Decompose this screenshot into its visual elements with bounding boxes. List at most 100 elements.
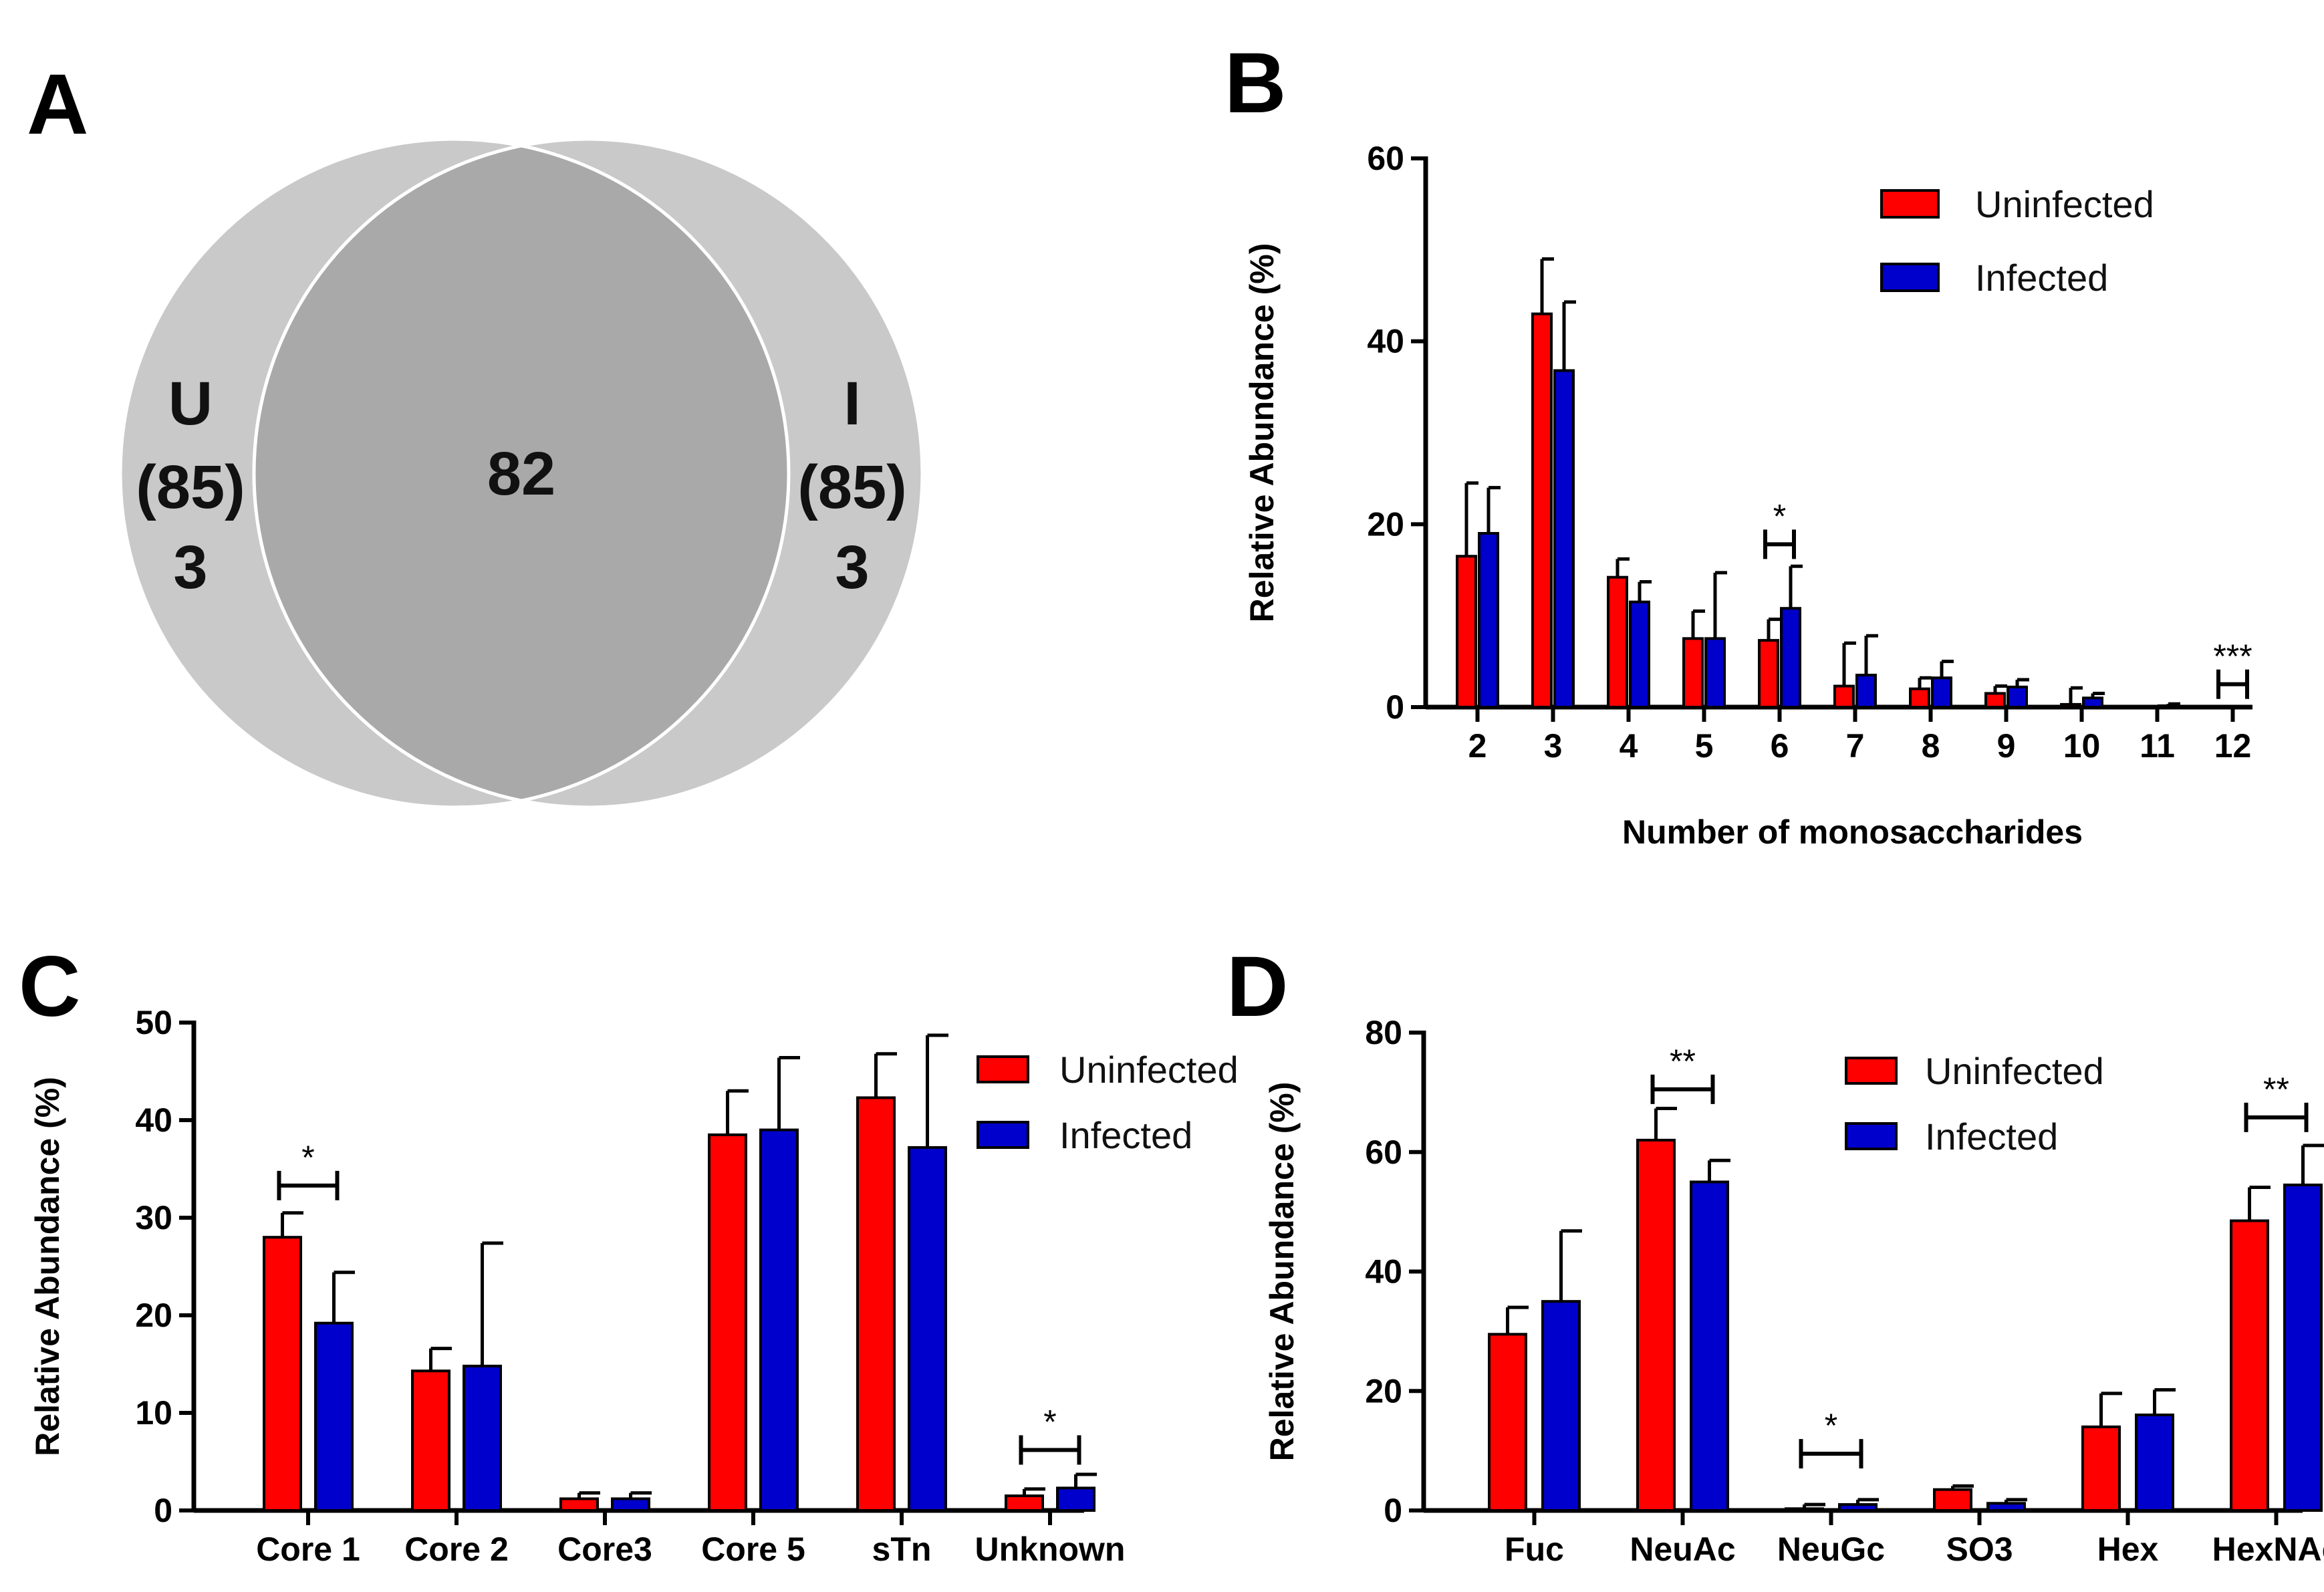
chart-d: 0 20 40 60 80 Relative Abundance (%) Fuc NeuAc N… bbox=[1263, 1014, 2324, 1568]
chart-b-y-tick-label: 40 bbox=[1367, 323, 1404, 360]
chart-b-bar-infected-9 bbox=[2007, 685, 2028, 708]
chart-b-bar-uninfected-5 bbox=[1682, 637, 1704, 708]
chart-c-legend-label-uninfected: Uninfected bbox=[1059, 1049, 1239, 1091]
chart-b-significance-label-12: *** bbox=[2213, 638, 2252, 675]
chart-d-legend-swatch-infected bbox=[1845, 1122, 1898, 1150]
chart-d-x-tick-label-neuac: NeuAc bbox=[1630, 1531, 1735, 1568]
chart-c-significance-bracket-core-1 bbox=[277, 1170, 340, 1200]
chart-b-bar-uninfected-2 bbox=[1456, 555, 1477, 708]
chart-b-y-axis-title: Relative Abundance (%) bbox=[1243, 243, 1281, 623]
venn-overlap-count: 82 bbox=[487, 440, 555, 508]
panel-letter-d: D bbox=[1226, 939, 1288, 1035]
chart-b-x-tick-label-9: 9 bbox=[1997, 727, 2016, 765]
chart-b-significance-bracket-6 bbox=[1763, 529, 1796, 559]
chart-d-bar-uninfected-so3 bbox=[1933, 1488, 1972, 1512]
chart-d-bar-uninfected-neugc bbox=[1785, 1507, 1824, 1512]
chart-b-bar-infected-3 bbox=[1553, 369, 1575, 708]
chart-d-significance-label-hexnac: ** bbox=[2263, 1071, 2289, 1108]
chart-d-bar-infected-fuc bbox=[1541, 1300, 1581, 1512]
venn-edge-uninfected bbox=[118, 137, 791, 809]
chart-b-significance-label-6: * bbox=[1773, 497, 1786, 535]
chart-b-x-tick-label-11: 11 bbox=[2140, 727, 2175, 765]
chart-b: 0 20 40 60 Relative Abundance (%) 2 3 4 5 6 7 8 9 10 1… bbox=[1243, 140, 2252, 851]
chart-b-legend-label-uninfected: Uninfected bbox=[1975, 183, 2154, 225]
chart-c-y-tick-label: 40 bbox=[135, 1101, 172, 1139]
chart-b-x-tick-label-5: 5 bbox=[1695, 727, 1714, 765]
chart-c-bar-uninfected-core3 bbox=[559, 1497, 599, 1512]
chart-b-bar-uninfected-6 bbox=[1758, 639, 1779, 709]
chart-d-legend-label-uninfected: Uninfected bbox=[1925, 1050, 2104, 1092]
chart-c-significance-label-unknown: * bbox=[1043, 1403, 1056, 1440]
chart-b-bar-infected-11 bbox=[2158, 704, 2179, 709]
panel-letter-a: A bbox=[27, 57, 88, 152]
chart-b-x-tick-label-12: 12 bbox=[2214, 727, 2252, 765]
chart-d-bar-infected-so3 bbox=[1986, 1502, 2026, 1512]
chart-d-y-axis-title: Relative Abundance (%) bbox=[1263, 1082, 1301, 1462]
chart-d-legend-label-infected: Infected bbox=[1925, 1115, 2058, 1158]
chart-c-bar-infected-stn bbox=[908, 1146, 947, 1512]
chart-c-bar-uninfected-stn bbox=[856, 1096, 896, 1512]
chart-b-bar-infected-5 bbox=[1704, 637, 1726, 708]
chart-d-x-tick-label-fuc: Fuc bbox=[1505, 1531, 1564, 1568]
chart-d-legend-swatch-uninfected bbox=[1845, 1057, 1898, 1085]
chart-d-y-tick-label: 80 bbox=[1365, 1014, 1402, 1051]
chart-c-bar-uninfected-unknown bbox=[1005, 1494, 1044, 1512]
chart-d-bar-uninfected-fuc bbox=[1488, 1333, 1527, 1512]
chart-d-bar-uninfected-hexnac bbox=[2230, 1219, 2269, 1512]
chart-b-y-tick-label: 20 bbox=[1367, 505, 1404, 543]
chart-c-bar-infected-core-2 bbox=[463, 1364, 502, 1512]
chart-c-x-tick-label-core3: Core3 bbox=[557, 1531, 652, 1568]
chart-b-bar-infected-10 bbox=[2082, 696, 2103, 708]
chart-d-x-tick-label-hex: Hex bbox=[2097, 1531, 2159, 1568]
chart-d-x-tick-label-so3: SO3 bbox=[1946, 1531, 2013, 1568]
chart-b-y-tick-label: 60 bbox=[1367, 140, 1404, 177]
chart-c-bar-uninfected-core-2 bbox=[411, 1369, 450, 1512]
chart-c-y-tick-label: 50 bbox=[135, 1004, 172, 1041]
chart-c-y-tick-label: 20 bbox=[135, 1297, 172, 1334]
chart-b-significance-bracket-12 bbox=[2216, 669, 2249, 699]
chart-b-bar-uninfected-3 bbox=[1531, 312, 1553, 709]
chart-c-legend-swatch-infected bbox=[977, 1121, 1029, 1149]
chart-d-significance-bracket-hexnac bbox=[2244, 1102, 2309, 1132]
chart-c-significance-bracket-unknown bbox=[1019, 1435, 1081, 1465]
chart-b-legend-swatch-infected bbox=[1880, 263, 1940, 292]
chart-c-legend-label-infected: Infected bbox=[1059, 1114, 1192, 1156]
chart-c-y-tick-label: 0 bbox=[154, 1492, 172, 1529]
chart-d-significance-label-neugc: * bbox=[1825, 1407, 1837, 1444]
chart-b-bar-infected-6 bbox=[1780, 607, 1801, 708]
chart-b-bar-infected-8 bbox=[1931, 676, 1952, 708]
chart-c-bar-infected-core-5 bbox=[759, 1128, 799, 1512]
venn-edge-infected bbox=[252, 137, 924, 809]
chart-c: 0 10 20 30 40 50 Relative Abundance (%) Core 1 C… bbox=[29, 1004, 1239, 1568]
chart-c-y-tick-label: 10 bbox=[135, 1394, 172, 1432]
chart-d-bar-infected-neuac bbox=[1690, 1180, 1729, 1512]
chart-b-bar-infected-2 bbox=[1478, 532, 1499, 708]
chart-c-significance-label-core-1: * bbox=[301, 1139, 314, 1176]
chart-b-x-tick-label-2: 2 bbox=[1468, 727, 1487, 765]
chart-d-y-tick-label: 60 bbox=[1365, 1134, 1402, 1171]
chart-b-x-tick-label-8: 8 bbox=[1922, 727, 1940, 765]
chart-d-bar-uninfected-neuac bbox=[1636, 1138, 1676, 1512]
chart-d-significance-bracket-neugc bbox=[1799, 1439, 1863, 1469]
chart-b-bar-uninfected-8 bbox=[1909, 687, 1930, 708]
chart-d-bar-infected-hexnac bbox=[2283, 1183, 2323, 1512]
chart-c-y-tick-label: 30 bbox=[135, 1199, 172, 1236]
chart-b-y-tick-label: 0 bbox=[1386, 688, 1404, 726]
chart-b-bar-infected-7 bbox=[1855, 674, 1877, 709]
panel-letter-c: C bbox=[19, 939, 80, 1035]
chart-c-x-tick-label-unknown: Unknown bbox=[975, 1531, 1126, 1568]
chart-c-legend-swatch-uninfected bbox=[977, 1055, 1029, 1083]
chart-b-legend-swatch-uninfected bbox=[1880, 189, 1940, 219]
chart-d-bar-infected-hex bbox=[2135, 1414, 2174, 1512]
chart-d-x-tick-label-neugc: NeuGc bbox=[1777, 1531, 1885, 1568]
chart-d-significance-bracket-neuac bbox=[1650, 1074, 1715, 1104]
chart-c-bar-infected-unknown bbox=[1056, 1486, 1095, 1512]
venn-right-label: I bbox=[844, 370, 861, 438]
chart-b-x-tick-label-7: 7 bbox=[1846, 727, 1865, 765]
chart-b-x-tick-label-6: 6 bbox=[1771, 727, 1789, 765]
chart-c-x-tick-label-stn: sTn bbox=[872, 1531, 932, 1568]
chart-c-bar-uninfected-core-5 bbox=[708, 1133, 747, 1512]
panel-a: A U (85) 3 82 I (85) 3 bbox=[27, 57, 924, 809]
chart-d-y-tick-label: 40 bbox=[1365, 1253, 1402, 1291]
